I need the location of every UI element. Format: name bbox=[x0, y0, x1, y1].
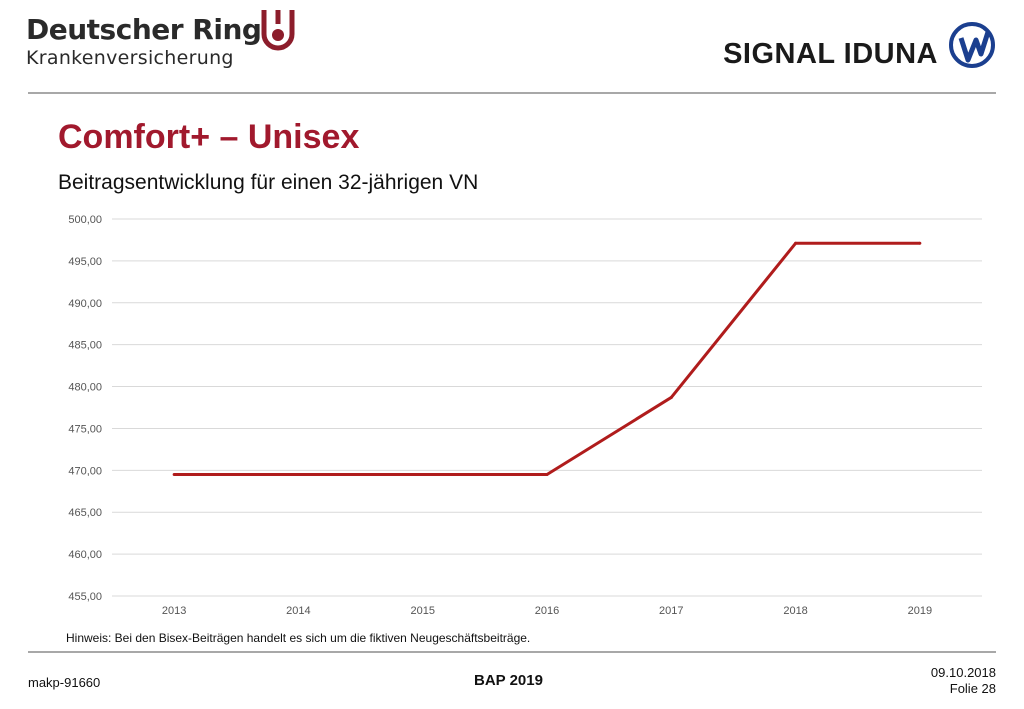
deutscher-ring-subtitle: Krankenversicherung bbox=[26, 47, 234, 69]
footer-project-label: BAP 2019 bbox=[474, 672, 543, 689]
data-point bbox=[918, 241, 922, 245]
x-tick-label: 2016 bbox=[535, 605, 559, 617]
x-tick-label: 2017 bbox=[659, 605, 683, 617]
x-tick-label: 2019 bbox=[908, 605, 932, 617]
y-tick-label: 465,00 bbox=[68, 507, 102, 519]
data-point bbox=[669, 395, 673, 399]
y-tick-label: 475,00 bbox=[68, 423, 102, 435]
deutscher-ring-emblem-icon bbox=[261, 10, 295, 51]
y-tick-label: 480,00 bbox=[68, 382, 102, 394]
x-tick-label: 2014 bbox=[286, 605, 310, 617]
data-point bbox=[794, 241, 798, 245]
chart-x-tick-labels: 2013 2014 2015 2016 2017 2018 2019 bbox=[162, 605, 932, 617]
deutscher-ring-logo: Deutscher Ring Krankenversicherung bbox=[26, 13, 262, 70]
slide-title: Comfort+ – Unisex bbox=[58, 118, 360, 156]
footer-document-id: makp-91660 bbox=[28, 675, 101, 690]
data-point bbox=[545, 473, 549, 477]
signal-iduna-emblem-icon bbox=[949, 22, 995, 68]
chart-gridlines bbox=[112, 218, 982, 597]
deutscher-ring-name: Deutscher Ring bbox=[26, 13, 262, 46]
y-tick-label: 485,00 bbox=[68, 340, 102, 352]
footer-divider bbox=[28, 651, 996, 653]
y-tick-label: 495,00 bbox=[68, 256, 102, 268]
x-tick-label: 2015 bbox=[410, 605, 434, 617]
data-point bbox=[172, 473, 176, 477]
y-tick-label: 460,00 bbox=[68, 549, 102, 561]
footer-page-number: Folie 28 bbox=[949, 681, 996, 696]
y-tick-label: 455,00 bbox=[68, 591, 102, 603]
series-line bbox=[174, 241, 920, 477]
data-point bbox=[421, 473, 425, 477]
y-tick-label: 490,00 bbox=[68, 298, 102, 310]
chart-footnote: Hinweis: Bei den Bisex-Beiträgen handelt… bbox=[66, 631, 531, 645]
signal-iduna-logo: SIGNAL IDUNA bbox=[723, 38, 938, 70]
data-point bbox=[296, 473, 300, 477]
footer-date: 09.10.2018 bbox=[930, 665, 996, 680]
chart-y-tick-labels: 455,00 460,00 465,00 470,00 475,00 480,00 485,… bbox=[68, 214, 102, 603]
chart-series bbox=[172, 241, 922, 477]
y-tick-label: 500,00 bbox=[68, 214, 102, 226]
y-tick-label: 470,00 bbox=[68, 465, 102, 477]
footer-date-page: 09.10.2018 Folie 28 bbox=[931, 665, 996, 697]
slide-subtitle: Beitragsentwicklung für einen 32-jährige… bbox=[58, 171, 479, 194]
x-tick-label: 2018 bbox=[783, 605, 807, 617]
header-divider bbox=[28, 92, 996, 94]
x-tick-label: 2013 bbox=[162, 605, 186, 617]
